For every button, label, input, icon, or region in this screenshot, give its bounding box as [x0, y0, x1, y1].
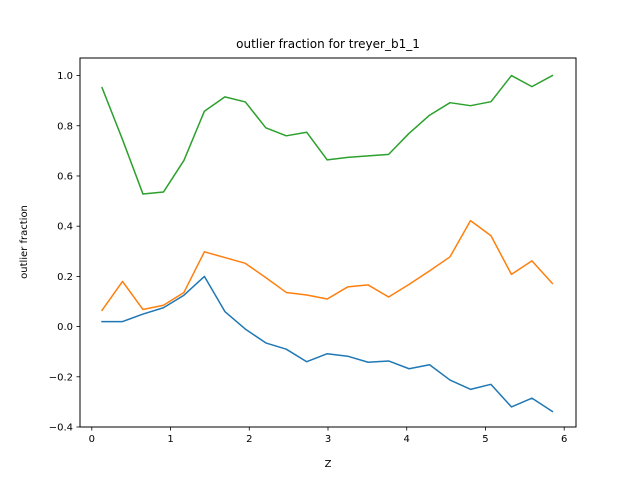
series-line-2 [100, 219, 554, 312]
x-axis-title: Z [325, 459, 332, 470]
series-lines [100, 74, 554, 413]
chart-title: outlier fraction for treyer_b1_1 [236, 37, 420, 51]
x-tick-label: 3 [325, 434, 331, 445]
y-tick-label: 0.2 [57, 272, 73, 283]
x-tick-label: 2 [246, 434, 252, 445]
y-tick-label: 0.4 [57, 222, 73, 233]
y-axis-title: outlier fraction [19, 205, 30, 279]
y-tick-label: 0.6 [57, 171, 73, 182]
y-tick-label: 0.8 [57, 121, 73, 132]
x-tick-label: 5 [482, 434, 488, 445]
y-tick-label: 1.0 [57, 71, 73, 82]
x-tick-label: 0 [89, 434, 95, 445]
y-tick-label: −0.2 [49, 372, 73, 383]
x-tick-label: 6 [561, 434, 567, 445]
y-tick-label: −0.4 [49, 423, 73, 434]
x-axis-ticks: 0 1 2 3 4 5 6 [89, 427, 567, 445]
series-line-1 [101, 275, 554, 413]
y-axis-ticks: −0.4 −0.2 0.0 0.2 0.4 0.6 0.8 1.0 [49, 71, 80, 434]
x-tick-label: 4 [404, 434, 410, 445]
y-tick-label: 0.0 [57, 322, 73, 333]
series-line-3 [101, 74, 554, 195]
x-tick-label: 1 [167, 434, 173, 445]
